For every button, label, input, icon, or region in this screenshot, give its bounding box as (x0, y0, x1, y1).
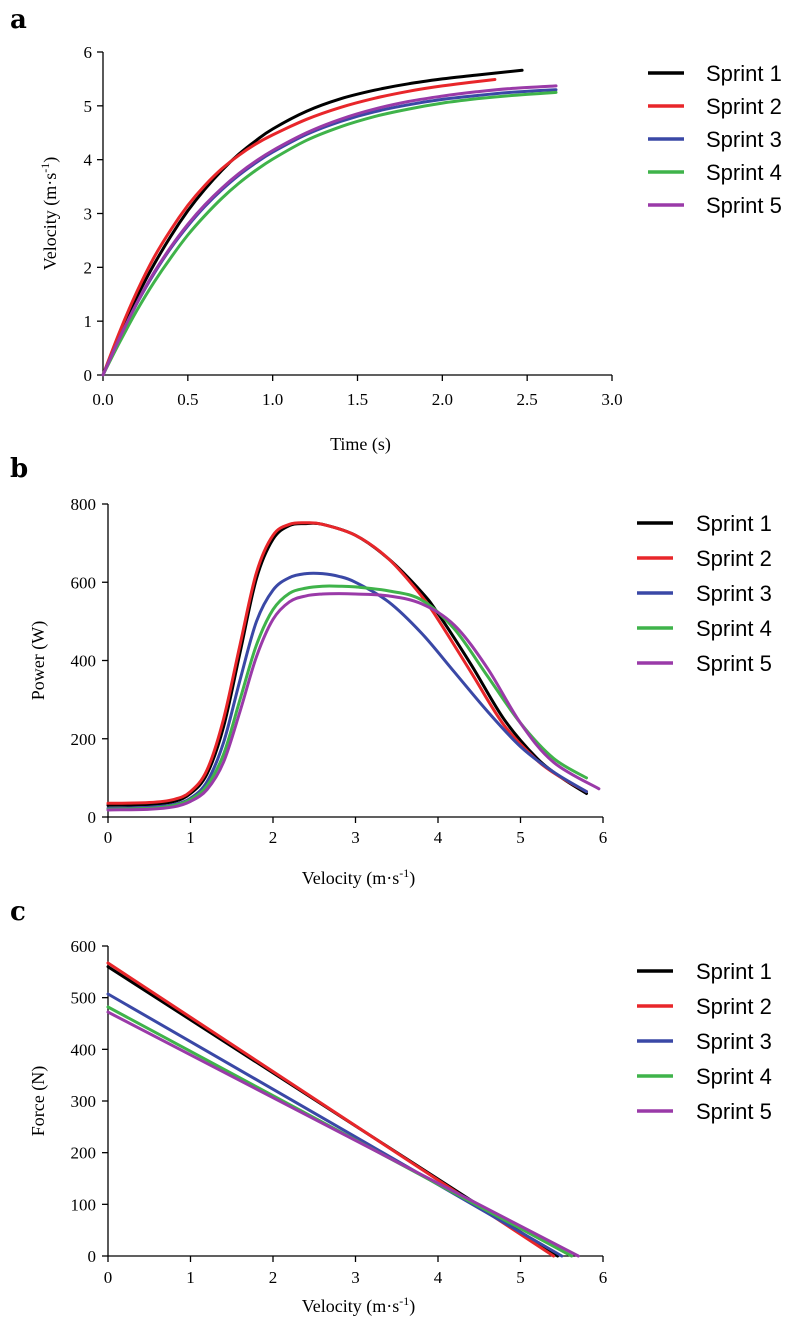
series-line-sprint-3 (106, 992, 564, 1258)
x-tick-label: 4 (434, 1268, 443, 1287)
y-tick-label: 400 (71, 652, 97, 671)
y-axis-label: Power (W) (28, 621, 49, 700)
x-axis-label: Velocity (m·s-1) (302, 1294, 415, 1317)
legend-label: Sprint 2 (696, 546, 772, 571)
x-tick-label: 3.0 (601, 390, 622, 409)
x-tick-label: 0 (104, 1268, 113, 1287)
y-tick-label: 200 (71, 1144, 97, 1163)
y-tick-label: 6 (84, 43, 93, 62)
series-line-sprint-1 (106, 521, 588, 807)
legend-label: Sprint 1 (696, 959, 772, 984)
y-tick-label: 200 (71, 730, 97, 749)
x-tick-label: 6 (599, 828, 608, 847)
legend-label: Sprint 1 (696, 511, 772, 536)
panel-letter: a (10, 5, 27, 35)
series-line-sprint-5 (101, 84, 558, 377)
x-tick-label: 0.5 (177, 390, 198, 409)
x-tick-label: 2.0 (432, 390, 453, 409)
legend-label: Sprint 5 (706, 193, 782, 218)
y-tick-label: 2 (84, 258, 93, 277)
chart-panel-a: a 0 1 2 3 4 5 6 0.0 0.5 1.0 1.5 2.0 2.5 3.0 Time (s) Vel… (10, 5, 782, 455)
y-tick-label: 3 (84, 205, 93, 224)
series-line-sprint-5 (106, 1010, 580, 1258)
x-tick-label: 1 (186, 1268, 195, 1287)
x-tick-label: 3 (351, 1268, 360, 1287)
y-tick-label: 1 (84, 312, 93, 331)
x-tick-label: 1.0 (262, 390, 283, 409)
x-tick-label: 5 (516, 828, 525, 847)
x-tick-label: 3 (351, 828, 360, 847)
series-line-sprint-5 (106, 592, 601, 812)
y-tick-label: 0 (84, 366, 93, 385)
x-axis-label: Velocity (m·s-1) (302, 866, 415, 889)
x-tick-label: 2 (269, 1268, 278, 1287)
legend-label: Sprint 1 (706, 61, 782, 86)
x-axis-label: Time (s) (330, 434, 391, 455)
series-line-sprint-3 (106, 571, 588, 810)
series-line-sprint-2 (106, 521, 588, 805)
y-tick-label: 500 (71, 989, 97, 1008)
y-tick-label: 600 (71, 573, 97, 592)
legend-label: Sprint 4 (696, 616, 772, 641)
x-tick-label: 5 (516, 1268, 525, 1287)
x-tick-label: 2.5 (517, 390, 538, 409)
x-tick-label: 1 (186, 828, 195, 847)
y-tick-label: 5 (84, 97, 93, 116)
chart-panel-c: c 0 100 200 300 400 500 600 0 1 2 3 4 5 6 Velocity (m·s… (10, 897, 772, 1317)
legend-label: Sprint 2 (696, 994, 772, 1019)
legend-label: Sprint 3 (706, 127, 782, 152)
x-tick-label: 0.0 (92, 390, 113, 409)
y-tick-label: 300 (71, 1092, 97, 1111)
legend-label: Sprint 3 (696, 581, 772, 606)
y-tick-label: 0 (88, 1247, 97, 1266)
series-line-sprint-1 (101, 68, 524, 377)
legend-label: Sprint 2 (706, 94, 782, 119)
y-tick-label: 600 (71, 937, 97, 956)
panel-letter: b (10, 454, 28, 484)
legend-label: Sprint 5 (696, 651, 772, 676)
y-tick-label: 0 (88, 808, 97, 827)
legend-label: Sprint 4 (706, 160, 782, 185)
series-line-sprint-4 (101, 90, 558, 377)
x-tick-label: 0 (104, 828, 113, 847)
x-tick-label: 4 (434, 828, 443, 847)
legend-label: Sprint 5 (696, 1099, 772, 1124)
y-axis-label: Force (N) (28, 1066, 49, 1136)
y-axis-label: Velocity (m·s-1) (38, 157, 61, 270)
legend-label: Sprint 3 (696, 1029, 772, 1054)
series-line-sprint-2 (101, 78, 497, 377)
y-tick-label: 800 (71, 495, 97, 514)
panel-letter: c (10, 897, 26, 927)
series-line-sprint-4 (106, 584, 588, 811)
y-tick-label: 4 (84, 151, 93, 170)
x-tick-label: 1.5 (347, 390, 368, 409)
y-tick-label: 400 (71, 1040, 97, 1059)
x-tick-label: 6 (599, 1268, 608, 1287)
y-tick-label: 100 (71, 1195, 97, 1214)
x-tick-label: 2 (269, 828, 278, 847)
chart-panel-b: b 0 200 400 600 800 0 1 2 3 4 5 6 Velocity (m·s-1) Pow… (10, 454, 772, 889)
legend-label: Sprint 4 (696, 1064, 772, 1089)
